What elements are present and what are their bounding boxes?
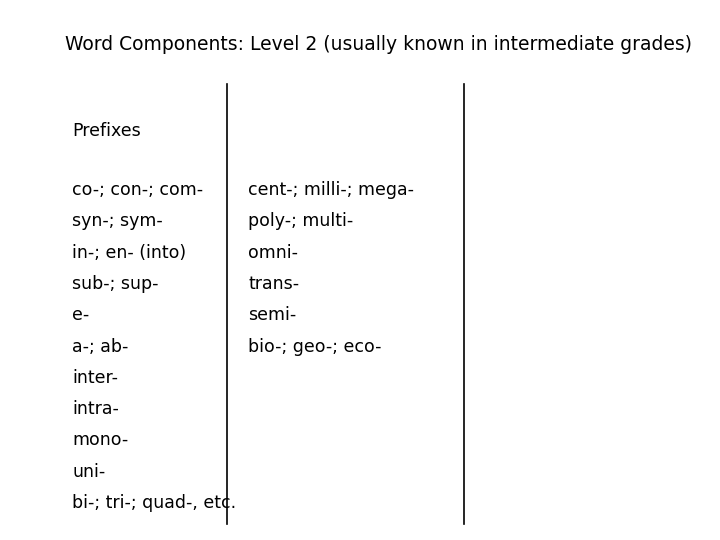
Text: bio-; geo-; eco-: bio-; geo-; eco- <box>248 338 382 355</box>
Text: cent-; milli-; mega-: cent-; milli-; mega- <box>248 181 415 199</box>
Text: mono-: mono- <box>72 431 128 449</box>
Text: a-; ab-: a-; ab- <box>72 338 128 355</box>
Text: Prefixes: Prefixes <box>72 122 140 139</box>
Text: poly-; multi-: poly-; multi- <box>248 212 354 230</box>
Text: co-; con-; com-: co-; con-; com- <box>72 181 203 199</box>
Text: intra-: intra- <box>72 400 119 418</box>
Text: Word Components: Level 2 (usually known in intermediate grades): Word Components: Level 2 (usually known … <box>65 35 692 54</box>
Text: sub-; sup-: sub-; sup- <box>72 275 158 293</box>
Text: trans-: trans- <box>248 275 300 293</box>
Text: uni-: uni- <box>72 463 105 481</box>
Text: bi-; tri-; quad-, etc.: bi-; tri-; quad-, etc. <box>72 494 236 512</box>
Text: in-; en- (into): in-; en- (into) <box>72 244 186 261</box>
Text: semi-: semi- <box>248 306 297 324</box>
Text: omni-: omni- <box>248 244 298 261</box>
Text: inter-: inter- <box>72 369 118 387</box>
Text: e-: e- <box>72 306 89 324</box>
Text: syn-; sym-: syn-; sym- <box>72 212 163 230</box>
